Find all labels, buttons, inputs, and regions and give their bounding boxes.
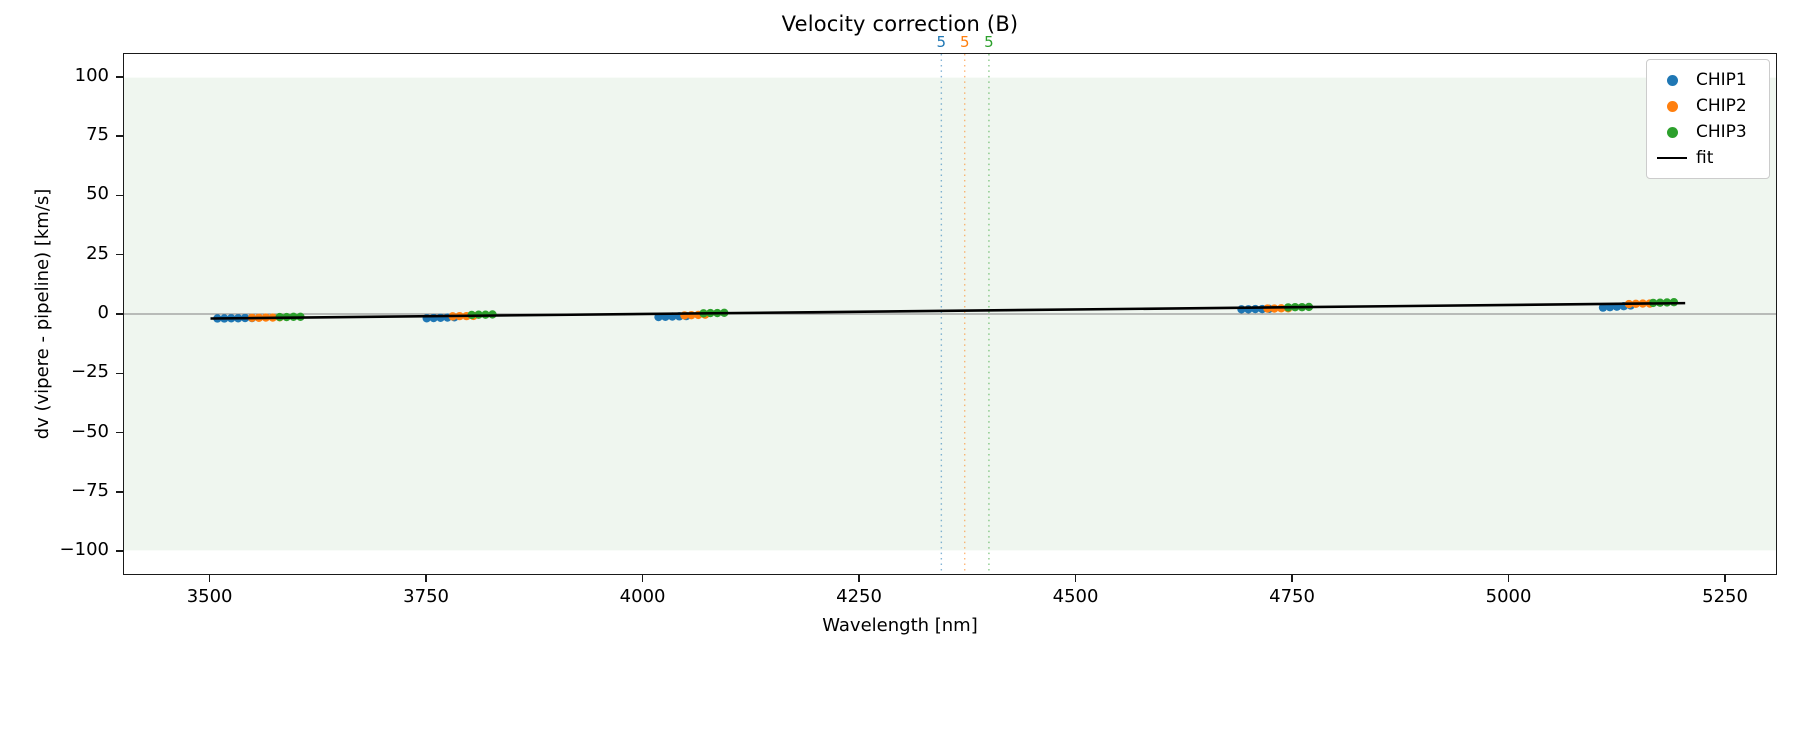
legend-dot-swatch-icon [1656,74,1688,86]
fit-line [210,301,1686,320]
vertical-marker-label-2: 5 [984,33,994,51]
x-tick-label: 5000 [1485,586,1532,607]
vertical-marker-label-0: 5 [936,33,947,51]
legend-item-fit[interactable]: fit [1656,145,1761,171]
legend-item-chip3[interactable]: CHIP3 [1656,119,1761,145]
y-tick-label: 100 [74,64,109,86]
legend-label: CHIP3 [1696,122,1747,142]
x-tick-mark [1291,575,1293,582]
legend-marker [1666,74,1678,86]
y-tick-label: −75 [71,479,109,501]
legend-item-chip2[interactable]: CHIP2 [1656,93,1761,119]
chart-title: Velocity correction (B) [781,12,1019,36]
x-tick-mark [641,575,644,582]
legend-label: fit [1696,148,1714,168]
x-tick-label: 5250 [1702,586,1748,607]
legend-label: CHIP1 [1696,70,1747,90]
x-tick-label: 4750 [1269,586,1315,607]
x-tick-mark [1507,575,1510,582]
y-tick-label: 50 [86,183,109,205]
y-tick-mark [116,253,123,256]
y-tick-mark [116,491,123,493]
y-tick-mark [116,313,123,315]
data-point [1598,303,1608,312]
legend-marker [1666,126,1678,138]
y-tick-label: −50 [71,420,109,442]
y-tick-label: −100 [59,539,109,561]
y-tick-mark [116,372,123,375]
legend-line-swatch-icon [1656,156,1688,160]
legend[interactable]: CHIP1 CHIP2 CHIP3 fit [1646,59,1770,179]
x-tick-mark [1724,575,1726,582]
vertical-marker-label-1: 5 [959,33,970,51]
legend-marker [1657,156,1687,160]
x-tick-label: 4000 [619,586,666,607]
y-tick-label: 75 [86,124,109,146]
y-tick-mark [116,194,123,197]
y-tick-mark [116,550,123,553]
legend-marker [1666,100,1678,112]
plot-area[interactable] [123,53,1777,575]
x-tick-mark [425,575,427,582]
y-tick-mark [116,75,123,78]
x-tick-label: 4250 [836,586,882,607]
x-tick-mark [208,575,211,582]
x-tick-mark [1074,575,1077,582]
legend-dot-swatch-icon [1656,100,1688,112]
vertical-marker-lines [940,54,990,574]
y-tick-label: 0 [97,302,109,323]
y-tick-label: 25 [86,242,109,264]
x-axis-label: Wavelength [nm] [822,615,978,636]
legend-dot-swatch-icon [1656,126,1688,138]
x-tick-label: 3500 [186,586,233,607]
fit-polyline [210,301,1686,320]
plot-svg [124,54,1776,574]
x-tick-label: 4500 [1052,586,1099,607]
x-tick-label: 3750 [403,586,449,607]
legend-label: CHIP2 [1696,96,1747,116]
y-tick-mark [116,135,123,137]
x-tick-mark [858,575,860,582]
legend-item-chip1[interactable]: CHIP1 [1656,67,1761,93]
y-tick-label: −25 [71,361,109,383]
y-tick-mark [116,431,123,434]
